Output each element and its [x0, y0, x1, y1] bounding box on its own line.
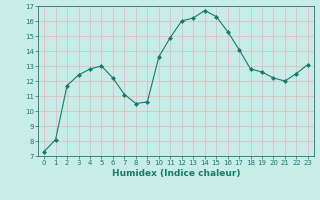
X-axis label: Humidex (Indice chaleur): Humidex (Indice chaleur) [112, 169, 240, 178]
